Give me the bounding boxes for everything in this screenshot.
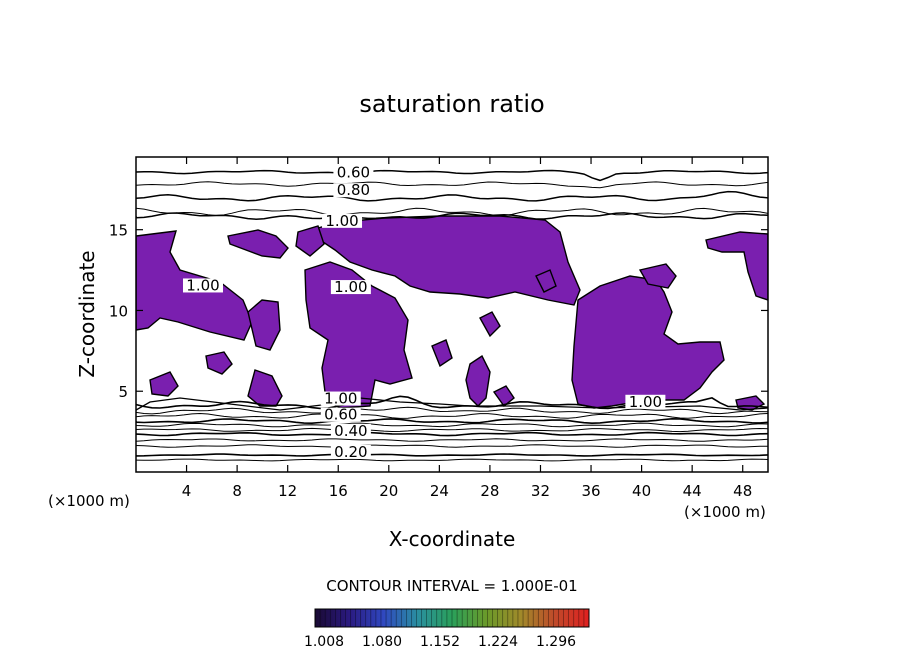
x-tick-label: 28 xyxy=(480,482,499,500)
contour-line-upper xyxy=(136,190,768,202)
colorbar: 1.008 1.080 1.152 1.224 1.296 xyxy=(304,608,590,650)
contour-label-bg xyxy=(182,278,223,293)
contour-label-bg xyxy=(320,391,361,406)
contour-line-lower xyxy=(136,417,768,425)
contour-label: 1.00 xyxy=(334,278,367,296)
y-tick-label: 15 xyxy=(109,222,128,240)
contour-label: 1.00 xyxy=(324,390,357,408)
contour-label-bg xyxy=(330,280,371,295)
colorbar-tick-label: 1.296 xyxy=(536,634,576,650)
contour-line-lower xyxy=(136,406,768,415)
contour-label: 1.00 xyxy=(325,212,358,230)
x-tick-label: 24 xyxy=(430,482,449,500)
contour-label-bg xyxy=(333,183,374,198)
contour-label: 1.00 xyxy=(629,393,662,411)
supersaturated-region xyxy=(205,351,233,375)
contour-line-upper xyxy=(136,212,768,220)
supersaturated-regions xyxy=(136,215,768,411)
colorbar-segments xyxy=(314,609,590,627)
colorbar-tick-label: 1.080 xyxy=(362,634,402,650)
contour-line-lower xyxy=(136,431,768,437)
contour-line-lower xyxy=(136,458,768,462)
x-tick-label: 48 xyxy=(733,482,752,500)
x-tick-label: 40 xyxy=(632,482,651,500)
x-tick-label: 12 xyxy=(278,482,297,500)
x-tick-label: 32 xyxy=(531,482,550,500)
colorbar-tick-label: 1.008 xyxy=(304,634,344,650)
y-tick-label: 5 xyxy=(118,383,128,401)
contour-label: 0.60 xyxy=(324,406,357,424)
contour-line-upper xyxy=(136,169,768,182)
x-tick-label: 16 xyxy=(329,482,348,500)
contour-label: 1.00 xyxy=(186,276,219,294)
contour-label-bg xyxy=(330,423,371,438)
contour-line-lower xyxy=(136,422,768,428)
contour-line-upper xyxy=(136,181,768,189)
contour-label-bg xyxy=(320,407,361,422)
x-tick-label: 36 xyxy=(581,482,600,500)
supersaturated-region xyxy=(705,231,768,301)
supersaturated-region xyxy=(492,385,515,408)
contour-line-lower xyxy=(136,412,768,419)
plot-area: 0.600.801.001.00 1.001.000.600.400.201.00… xyxy=(109,156,769,500)
colorbar-tick-labels: 1.008 1.080 1.152 1.224 1.296 xyxy=(304,634,576,650)
supersaturated-region xyxy=(535,269,557,293)
contour-label: 0.60 xyxy=(337,163,370,181)
y-axis-ticks: 5 10 15 xyxy=(109,222,768,401)
x-unit-label-right: (×1000 m) xyxy=(684,503,766,521)
supersaturated-region xyxy=(431,339,453,368)
plot-frame xyxy=(135,156,769,473)
x-tick-label: 8 xyxy=(232,482,242,500)
supersaturated-region xyxy=(227,229,289,259)
chart-title: saturation ratio xyxy=(359,90,544,118)
x-tick-label: 20 xyxy=(379,482,398,500)
supersaturated-region xyxy=(317,215,581,306)
y-axis-label: Z-coordinate xyxy=(75,250,99,377)
contour-labels: 0.600.801.001.00 1.001.000.600.400.201.00 xyxy=(182,163,666,461)
supersaturated-region xyxy=(638,263,677,289)
contour-line-upper xyxy=(136,207,768,217)
contour-label: 0.80 xyxy=(337,181,370,199)
contour-line-lower xyxy=(136,444,768,448)
colorbar-tick-label: 1.152 xyxy=(420,634,460,650)
contour-label-bg xyxy=(333,165,374,180)
x-tick-label: 44 xyxy=(683,482,702,500)
contour-line-1.00-lower xyxy=(136,397,768,411)
supersaturated-region xyxy=(465,354,491,407)
contour-label: 0.40 xyxy=(334,422,367,440)
contour-label-bg xyxy=(330,444,371,459)
contour-line-lower xyxy=(136,427,768,433)
x-axis-label: X-coordinate xyxy=(389,527,516,551)
colorbar-tick-label: 1.224 xyxy=(478,634,518,650)
x-axis-ticks: 4 8 12 16 20 24 28 32 36 40 44 48 xyxy=(182,157,752,500)
supersaturated-region xyxy=(295,225,325,257)
contour-line-lower xyxy=(136,438,768,442)
contour-label-bg xyxy=(322,213,363,228)
contour-line-lower xyxy=(136,453,768,457)
x-tick-label: 4 xyxy=(182,482,192,500)
supersaturated-region xyxy=(479,311,501,338)
x-unit-label-left: (×1000 m) xyxy=(48,492,130,510)
contour-interval-label: CONTOUR INTERVAL = 1.000E-01 xyxy=(326,577,577,595)
supersaturated-region xyxy=(247,299,281,351)
y-tick-label: 10 xyxy=(109,302,128,320)
supersaturated-region xyxy=(149,371,179,397)
contour-label: 0.20 xyxy=(334,443,367,461)
contour-label-bg xyxy=(625,394,666,409)
